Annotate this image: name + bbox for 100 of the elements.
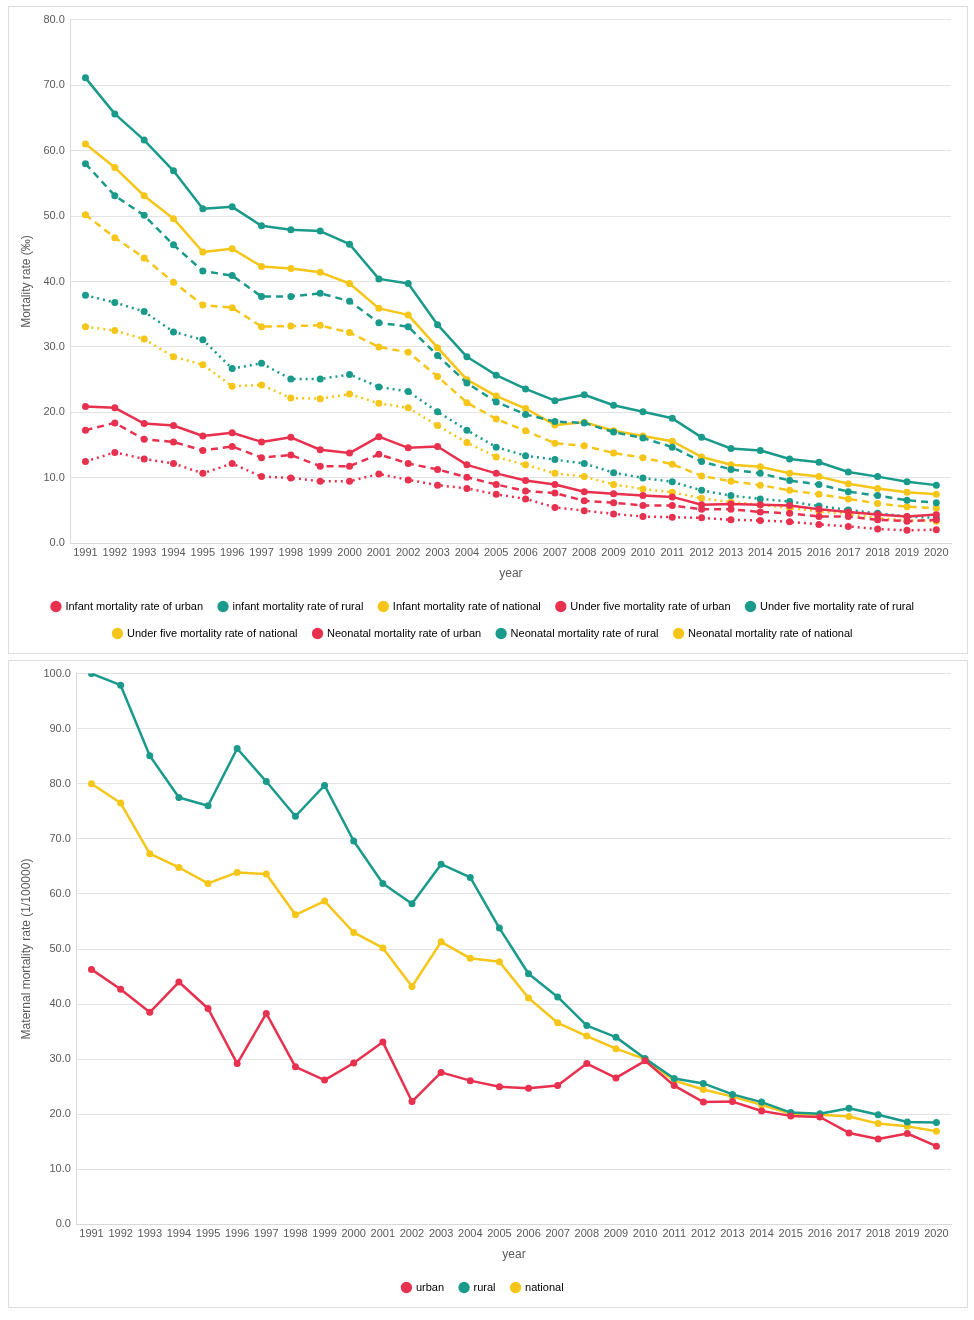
y-tick-label: 80.0 bbox=[43, 12, 65, 25]
y-tick-label: 20.0 bbox=[43, 405, 65, 418]
point bbox=[346, 279, 354, 287]
point bbox=[698, 458, 706, 466]
point bbox=[434, 351, 442, 359]
point bbox=[670, 1082, 678, 1090]
y-tick-label: 70.0 bbox=[43, 78, 65, 91]
point bbox=[903, 478, 911, 486]
point bbox=[258, 222, 266, 230]
x-axis-title: year bbox=[502, 1247, 526, 1262]
point bbox=[932, 1142, 940, 1150]
point bbox=[932, 481, 940, 489]
y-tick-label: 30.0 bbox=[43, 340, 65, 353]
point bbox=[844, 495, 852, 503]
point bbox=[437, 1068, 445, 1076]
point bbox=[258, 262, 266, 270]
point bbox=[492, 490, 500, 498]
point bbox=[434, 422, 442, 430]
point bbox=[786, 509, 794, 517]
point bbox=[404, 279, 412, 287]
point bbox=[727, 465, 735, 473]
point bbox=[111, 234, 119, 242]
y-tick-label: 80.0 bbox=[49, 776, 71, 789]
x-tick-label: 1999 bbox=[307, 546, 333, 559]
point bbox=[111, 404, 119, 412]
point bbox=[404, 444, 412, 452]
point bbox=[346, 477, 354, 485]
legend-label: national bbox=[525, 1280, 564, 1293]
point bbox=[932, 1119, 940, 1126]
y-axis-title: Maternal mortality rate (1/100000) bbox=[18, 858, 33, 1040]
point bbox=[228, 203, 236, 211]
point bbox=[903, 488, 911, 496]
point bbox=[346, 462, 354, 470]
point bbox=[81, 74, 89, 82]
point bbox=[375, 399, 383, 407]
point bbox=[495, 924, 503, 932]
point bbox=[434, 465, 442, 473]
point bbox=[932, 1127, 940, 1135]
point bbox=[287, 293, 295, 301]
x-tick-label: 2006 bbox=[513, 546, 538, 559]
point bbox=[903, 1130, 911, 1138]
point bbox=[228, 429, 236, 437]
point bbox=[698, 433, 706, 441]
point bbox=[316, 227, 324, 235]
y-axis-title: Mortality rate (‰) bbox=[18, 235, 33, 328]
point bbox=[639, 501, 647, 509]
point bbox=[639, 492, 647, 500]
point bbox=[88, 673, 95, 678]
point bbox=[321, 897, 329, 905]
point bbox=[316, 462, 324, 470]
point bbox=[199, 469, 207, 477]
x-tick-label: 2010 bbox=[630, 546, 656, 559]
y-tick-label: 30.0 bbox=[49, 1052, 71, 1065]
y-tick-label: 90.0 bbox=[49, 721, 71, 734]
point bbox=[463, 461, 471, 469]
x-tick-label: 1992 bbox=[102, 546, 128, 559]
point bbox=[175, 794, 183, 802]
point bbox=[404, 311, 412, 319]
point bbox=[233, 1060, 241, 1068]
x-axis-title: year bbox=[499, 566, 523, 581]
point bbox=[492, 398, 500, 406]
point bbox=[350, 928, 358, 936]
point bbox=[554, 1019, 562, 1027]
x-tick-label: 2002 bbox=[399, 1227, 425, 1240]
point bbox=[404, 460, 412, 468]
point bbox=[434, 481, 442, 489]
point bbox=[815, 458, 823, 466]
point bbox=[434, 372, 442, 380]
point bbox=[437, 860, 445, 868]
point bbox=[903, 526, 911, 534]
point bbox=[287, 394, 295, 402]
point bbox=[495, 1083, 503, 1091]
point bbox=[492, 371, 500, 379]
point bbox=[262, 870, 270, 878]
point bbox=[404, 388, 412, 395]
point bbox=[610, 510, 618, 518]
point bbox=[287, 474, 295, 482]
x-tick-label: 2009 bbox=[601, 546, 626, 559]
point bbox=[379, 1038, 387, 1046]
point bbox=[932, 526, 940, 534]
point bbox=[434, 408, 442, 416]
x-tick-label: 2004 bbox=[454, 546, 480, 559]
point bbox=[111, 298, 119, 306]
point bbox=[639, 474, 647, 482]
point bbox=[874, 499, 882, 507]
point bbox=[786, 477, 794, 485]
point bbox=[81, 140, 89, 148]
x-tick-label: 2007 bbox=[545, 1227, 570, 1240]
point bbox=[698, 514, 706, 522]
point bbox=[146, 752, 154, 760]
point bbox=[140, 455, 148, 463]
legend-label: Under five mortality rate of national bbox=[126, 626, 298, 639]
point bbox=[699, 1079, 707, 1087]
point bbox=[903, 1118, 911, 1126]
point bbox=[525, 1084, 533, 1092]
point bbox=[321, 781, 329, 789]
x-tick-label: 2015 bbox=[777, 546, 802, 559]
point bbox=[404, 404, 412, 412]
point bbox=[117, 799, 125, 807]
point bbox=[874, 1135, 882, 1143]
